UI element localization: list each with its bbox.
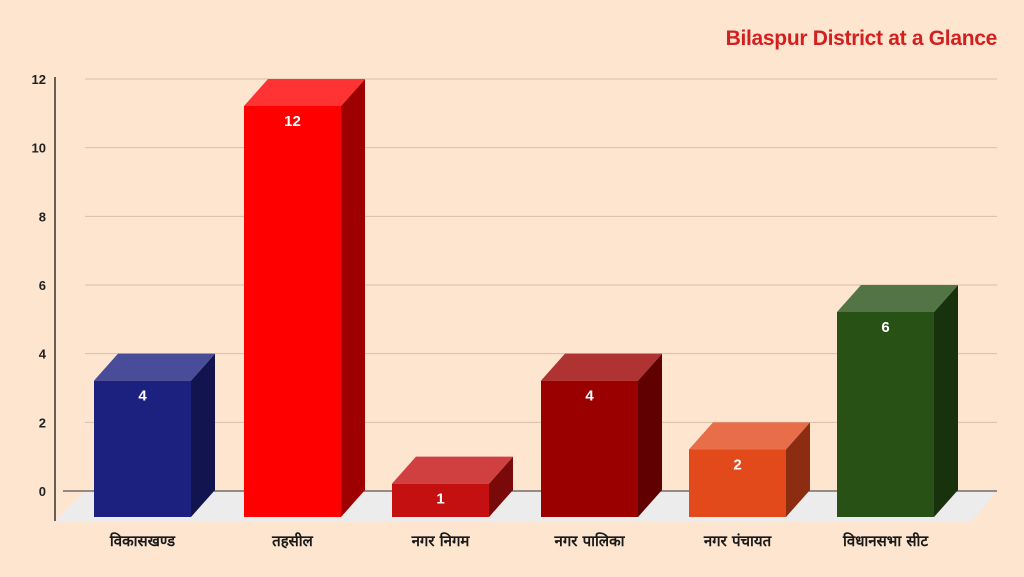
bar[interactable]: 6 (837, 285, 958, 517)
bar-top (94, 353, 215, 381)
y-tick-label: 12 (32, 72, 46, 87)
bar-side (934, 285, 958, 517)
bar[interactable]: 2 (689, 422, 810, 517)
y-tick-label: 6 (39, 278, 46, 293)
bar[interactable]: 4 (541, 353, 662, 517)
bar-front (541, 380, 638, 517)
bar-side (786, 422, 810, 517)
category-label: विकासखण्ड (109, 532, 176, 550)
y-axis: 0 2 4 6 8 10 12 (32, 72, 56, 521)
y-tick-label: 0 (39, 484, 46, 499)
bar-side (489, 456, 513, 517)
bar-front (392, 483, 489, 517)
bars: 4 12 1 4 2 6 (94, 79, 958, 517)
bar-value-label: 12 (284, 113, 301, 130)
y-tick-label: 10 (32, 141, 46, 156)
y-tick-label: 8 (39, 209, 46, 224)
bar-front (689, 449, 786, 517)
bar-top (689, 422, 810, 450)
category-label: तहसील (271, 532, 314, 550)
y-tick-label: 4 (39, 347, 47, 362)
bar-front (244, 106, 341, 517)
bar-value-label: 6 (881, 319, 889, 336)
bar-value-label: 4 (585, 388, 594, 405)
bar-front (837, 312, 934, 517)
bar-value-label: 1 (436, 491, 444, 508)
bar-top (392, 456, 513, 484)
category-label: नगर पंचायत (703, 532, 773, 550)
bar-top (837, 285, 958, 312)
bar[interactable]: 1 (392, 456, 513, 517)
bar-side (638, 353, 662, 517)
chart-title: Bilaspur District at a Glance (725, 27, 998, 50)
category-label: नगर पालिका (554, 532, 626, 550)
bar-side (191, 353, 215, 517)
category-labels: विकासखण्ड तहसील नगर निगम नगर पालिका नगर पंचा… (109, 532, 930, 550)
bar[interactable]: 4 (94, 353, 215, 517)
bar-front (94, 380, 191, 517)
bar[interactable]: 12 (244, 79, 365, 517)
category-label: विधानसभा सीट (842, 532, 929, 550)
category-label: नगर निगम (411, 532, 471, 550)
bar-top (244, 79, 365, 106)
bar-top (541, 353, 662, 381)
y-tick-label: 2 (39, 415, 46, 430)
bar-value-label: 2 (733, 456, 741, 473)
bar-value-label: 4 (138, 388, 147, 405)
bar-side (341, 79, 365, 517)
